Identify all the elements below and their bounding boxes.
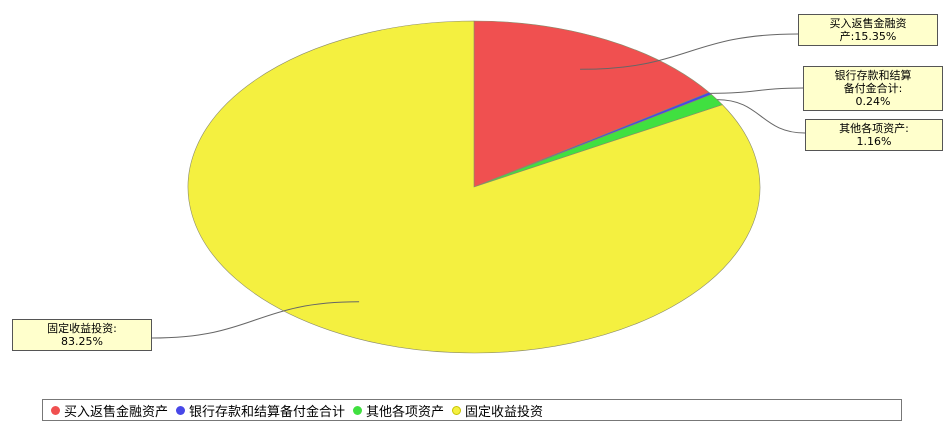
label-fixed-income: 固定收益投资: 83.25% [12, 319, 152, 351]
pie-slices [187, 20, 761, 354]
label-line: 固定收益投资: [47, 322, 117, 335]
label-line: 备付金合计: [843, 82, 903, 95]
label-line: 银行存款和结算 [834, 69, 912, 82]
legend-item: 银行存款和结算备付金合计 [176, 401, 345, 420]
legend-label: 买入返售金融资产 [64, 404, 169, 420]
legend-item: 买入返售金融资产 [51, 401, 168, 420]
label-bank-deposits: 银行存款和结算 备付金合计: 0.24% [803, 66, 943, 111]
legend-label: 其他各项资产 [366, 404, 445, 420]
legend: 买入返售金融资产 银行存款和结算备付金合计 其他各项资产 固定收益投资 [42, 399, 902, 421]
slice-fixed-income [187, 20, 761, 354]
label-line: 买入返售金融资 [829, 17, 907, 30]
leader-line [717, 99, 806, 134]
legend-swatch [176, 405, 186, 415]
legend-label: 银行存款和结算备付金合计 [189, 404, 346, 420]
label-other-assets: 其他各项资产: 1.16% [805, 119, 943, 151]
legend-swatch [51, 405, 60, 415]
legend-item: 其他各项资产 [353, 401, 444, 420]
label-buy-back-assets: 买入返售金融资 产:15.35% [798, 14, 938, 46]
label-line: 产:15.35% [839, 30, 897, 43]
label-line: 83.25% [61, 335, 103, 348]
leader-line [710, 87, 804, 94]
label-line: 其他各项资产: [839, 122, 909, 135]
legend-swatch [353, 405, 363, 415]
leader-line [151, 301, 360, 339]
label-line: 1.16% [856, 135, 892, 148]
legend-label: 固定收益投资 [465, 404, 544, 420]
leader-line [580, 33, 799, 70]
label-line: 0.24% [855, 95, 891, 108]
leader-lines [151, 33, 806, 339]
legend-swatch [452, 405, 462, 415]
legend-item: 固定收益投资 [452, 401, 543, 420]
